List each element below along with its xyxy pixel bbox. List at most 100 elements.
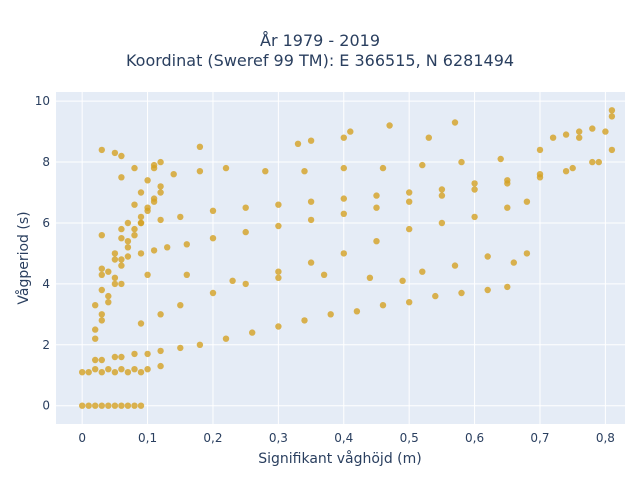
- data-point: [294, 140, 302, 147]
- data-point: [510, 259, 517, 266]
- x-tick-label: 0,7: [530, 431, 549, 445]
- data-point: [536, 171, 544, 178]
- data-point: [79, 402, 86, 409]
- data-point: [79, 369, 86, 376]
- data-point: [118, 402, 125, 409]
- data-point: [275, 222, 282, 230]
- data-point: [222, 164, 230, 172]
- data-point: [131, 164, 138, 172]
- data-point: [242, 280, 249, 288]
- data-point: [118, 225, 125, 233]
- data-point: [196, 168, 204, 175]
- data-point: [183, 271, 190, 278]
- data-point: [98, 232, 106, 239]
- y-axis-label: Vågperiod (s): [15, 211, 32, 304]
- data-point: [118, 366, 125, 373]
- data-point: [504, 204, 511, 211]
- data-point: [105, 268, 112, 275]
- data-point: [209, 289, 217, 297]
- data-point: [124, 238, 132, 245]
- data-point: [85, 369, 92, 376]
- data-point: [307, 137, 315, 144]
- data-point: [131, 201, 138, 208]
- data-point: [137, 219, 145, 227]
- data-point: [170, 171, 177, 178]
- data-point: [569, 164, 576, 172]
- data-point: [150, 198, 158, 205]
- data-point: [353, 308, 361, 315]
- data-point: [275, 201, 282, 208]
- plot-background: [56, 92, 625, 424]
- data-point: [131, 350, 138, 358]
- data-point: [92, 335, 99, 342]
- data-point: [497, 155, 504, 163]
- data-point: [144, 366, 151, 373]
- data-point: [549, 134, 557, 141]
- y-tick-label: 0: [42, 399, 50, 413]
- data-point: [98, 402, 106, 409]
- data-point: [98, 317, 106, 324]
- y-tick-label: 6: [42, 216, 50, 230]
- data-point: [307, 259, 315, 266]
- data-point: [177, 302, 184, 309]
- data-point: [124, 253, 132, 260]
- data-point: [164, 244, 171, 251]
- data-point: [98, 271, 106, 278]
- data-point: [562, 131, 570, 138]
- x-tick-label: 0,3: [269, 431, 288, 445]
- data-point: [92, 402, 99, 409]
- data-point: [373, 204, 380, 211]
- data-point: [118, 235, 125, 242]
- data-point: [249, 329, 256, 336]
- data-point: [137, 250, 145, 257]
- data-point: [523, 198, 531, 205]
- x-tick-label: 0,4: [334, 431, 353, 445]
- data-point: [484, 286, 491, 294]
- data-point: [242, 228, 249, 236]
- data-point: [131, 225, 138, 233]
- data-point: [536, 146, 544, 154]
- data-point: [419, 268, 426, 275]
- data-point: [438, 186, 446, 193]
- data-point: [576, 128, 583, 135]
- data-point: [85, 402, 92, 409]
- x-axis-label: Signifikant våghöjd (m): [258, 450, 421, 467]
- data-point: [406, 225, 413, 233]
- data-point: [137, 369, 145, 376]
- x-tick-label: 0,8: [596, 431, 615, 445]
- data-point: [327, 311, 334, 318]
- data-point: [379, 302, 387, 309]
- data-point: [105, 292, 112, 300]
- data-point: [301, 168, 308, 175]
- data-point: [438, 219, 446, 227]
- data-point: [131, 402, 138, 409]
- data-point: [98, 369, 106, 376]
- data-point: [157, 347, 164, 355]
- data-point: [229, 277, 236, 284]
- data-point: [484, 253, 491, 260]
- data-point: [177, 213, 184, 221]
- data-point: [131, 232, 138, 239]
- data-point: [157, 362, 164, 370]
- data-point: [137, 402, 145, 409]
- data-point: [105, 299, 112, 306]
- data-point: [98, 356, 106, 364]
- data-point: [177, 344, 184, 352]
- data-point: [458, 158, 465, 166]
- data-point: [340, 134, 347, 141]
- data-point: [222, 335, 230, 342]
- data-point: [340, 195, 347, 202]
- data-point: [373, 238, 380, 245]
- data-point: [386, 122, 393, 129]
- data-point: [118, 256, 125, 263]
- data-point: [157, 311, 164, 318]
- data-point: [144, 177, 151, 184]
- data-point: [262, 168, 269, 175]
- data-point: [118, 262, 125, 269]
- data-point: [98, 265, 106, 272]
- data-point: [242, 204, 249, 211]
- data-point: [301, 317, 308, 324]
- data-point: [196, 143, 204, 150]
- data-point: [209, 207, 217, 214]
- data-point: [157, 216, 164, 224]
